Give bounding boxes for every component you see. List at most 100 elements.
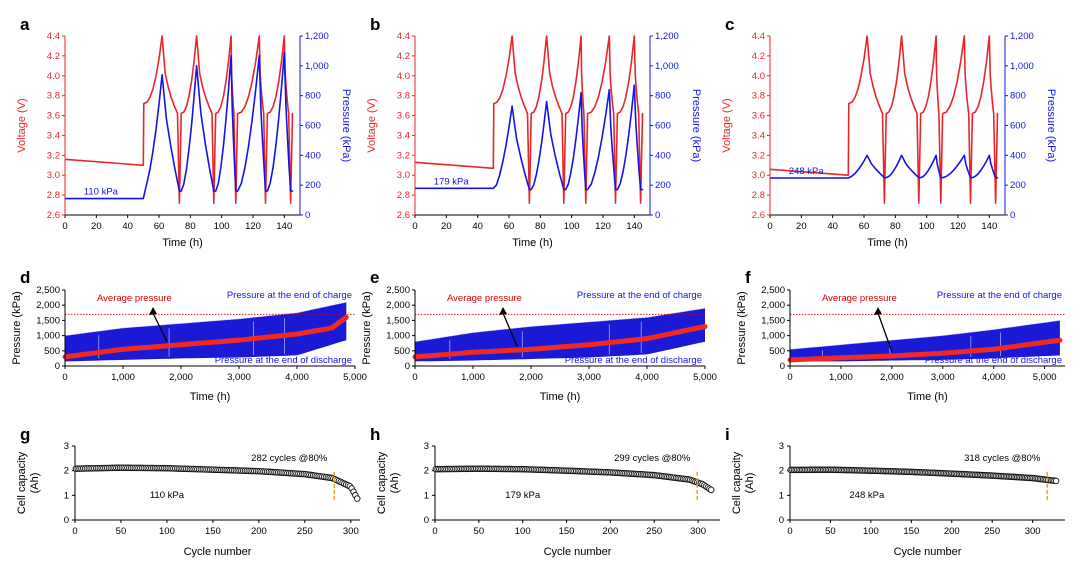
x-tick-label: 100	[863, 526, 879, 537]
y-tick-label: 3	[779, 441, 784, 452]
charge-pressure-label: Pressure at the end of charge	[227, 290, 352, 301]
y2-tick-label: 200	[1010, 180, 1026, 191]
y-tick-label: 1,500	[36, 315, 60, 326]
x-tick-label: 0	[412, 372, 417, 383]
voltage-series	[64, 35, 294, 204]
capacity-point	[353, 495, 361, 502]
x-tick-label: 250	[984, 526, 1000, 537]
annotation-arrow	[877, 312, 893, 353]
x-axis-label: Time (h)	[512, 237, 553, 249]
x-tick-label: 150	[903, 526, 919, 537]
x-tick-label: 2,000	[880, 372, 904, 383]
y-tick-label: 4.2	[47, 51, 60, 62]
x-tick-label: 100	[564, 221, 580, 232]
panel-g: g 0 50 100 150 200 250 300 0 1 2 3 Cycle number Cell …	[16, 425, 361, 558]
x-tick-label: 2,000	[169, 372, 193, 383]
x-tick-label: 120	[950, 221, 966, 232]
panel-letter: i	[725, 425, 730, 444]
y-tick-label: 2.8	[47, 190, 60, 201]
x-tick-label: 0	[787, 526, 792, 537]
y-tick-label: 4.4	[752, 31, 765, 42]
x-tick-label: 60	[154, 221, 165, 232]
x-axis-label: Cycle number	[544, 546, 612, 558]
panel-letter: c	[725, 15, 734, 34]
y2-axis-label: Pressure (kPa)	[690, 89, 702, 162]
x-tick-label: 80	[890, 221, 901, 232]
x-tick-label: 0	[767, 221, 772, 232]
voltage-series	[769, 35, 999, 204]
base-pressure-label: 179 kPa	[434, 176, 470, 187]
pressure-series	[65, 51, 294, 200]
x-tick-label: 100	[919, 221, 935, 232]
average-pressure-label: Average pressure	[447, 293, 522, 304]
x-tick-label: 1,000	[461, 372, 485, 383]
y-tick-label: 4.0	[47, 71, 60, 82]
y2-tick-label: 200	[655, 180, 671, 191]
panel-letter: d	[20, 268, 30, 287]
cycles-80-label: 318 cycles @80%	[964, 453, 1041, 464]
x-axis-label: Time (h)	[540, 391, 581, 403]
pressure-series	[415, 84, 644, 191]
y-tick-label: 3.4	[752, 130, 765, 141]
panel-d: d 0 1,000 2,000 3,000 4,000 5,000 0 500 1,000 1,50…	[11, 268, 367, 403]
y-tick-label: 3.8	[47, 91, 60, 102]
panel-e: e 0 1,000 2,000 3,000 4,000 5,000 0 500 1,000 1,50…	[361, 268, 717, 403]
x-axis-label: Cycle number	[184, 546, 252, 558]
pressure-series	[770, 154, 999, 179]
y-tick-label: 2	[64, 466, 69, 477]
discharge-pressure-label: Pressure at the end of discharge	[215, 355, 352, 366]
pressure-band	[415, 308, 705, 362]
panel-letter: g	[20, 425, 30, 444]
y-tick-label: 4.4	[397, 31, 410, 42]
y-tick-label: 3.2	[47, 150, 60, 161]
panel-letter: f	[745, 268, 751, 287]
panel-h: h 0 50 100 150 200 250 300 0 1 2 3 Cycle number Cell …	[370, 425, 720, 558]
panel-letter: a	[20, 15, 30, 34]
x-axis-label: Time (h)	[190, 391, 231, 403]
x-tick-label: 60	[859, 221, 870, 232]
y-tick-label: 0	[55, 361, 60, 372]
x-tick-label: 0	[62, 221, 67, 232]
x-tick-label: 3,000	[227, 372, 251, 383]
discharge-pressure-label: Pressure at the end of discharge	[565, 355, 702, 366]
y-tick-label: 2	[779, 466, 784, 477]
y-tick-label: 3.2	[397, 150, 410, 161]
x-tick-label: 120	[245, 221, 261, 232]
y-tick-label: 0	[405, 361, 410, 372]
x-tick-label: 50	[474, 526, 485, 537]
x-tick-label: 20	[91, 221, 102, 232]
y-tick-label: 2,500	[761, 285, 785, 296]
x-tick-label: 50	[825, 526, 836, 537]
y2-tick-label: 1,200	[305, 31, 329, 42]
pressure-label: 179 kPa	[505, 490, 541, 501]
y-tick-label: 3	[64, 441, 69, 452]
x-tick-label: 200	[251, 526, 267, 537]
x-tick-label: 40	[827, 221, 838, 232]
base-pressure-label: 248 kPa	[789, 166, 825, 177]
x-tick-label: 100	[159, 526, 175, 537]
y-tick-label: 1	[779, 490, 784, 501]
y-tick-label: 1,500	[386, 315, 410, 326]
panel-b: b 0 20 40 60 80 100 120 140 2.6 2.8 3.0 3.2 3.4 3.6 3.8…	[366, 15, 702, 249]
y2-tick-label: 1,000	[1010, 61, 1034, 72]
x-tick-label: 2,000	[519, 372, 543, 383]
y-tick-label: 2.6	[397, 210, 410, 221]
y-axis-label: Cell capacity(Ah)	[376, 451, 401, 514]
x-tick-label: 4,000	[982, 372, 1006, 383]
y-tick-label: 4.2	[752, 51, 765, 62]
panel-letter: h	[370, 425, 380, 444]
y2-tick-label: 800	[1010, 91, 1026, 102]
y-tick-label: 2.8	[752, 190, 765, 201]
y-tick-label: 1,500	[761, 315, 785, 326]
y-tick-label: 0	[64, 515, 69, 526]
x-tick-label: 0	[412, 221, 417, 232]
y-axis-label: Voltage (V)	[721, 98, 733, 152]
x-tick-label: 150	[559, 526, 575, 537]
x-tick-label: 200	[602, 526, 618, 537]
y2-tick-label: 800	[655, 91, 671, 102]
annotation-arrowhead	[499, 307, 507, 315]
y-tick-label: 0	[424, 515, 429, 526]
y-tick-label: 3.4	[397, 130, 410, 141]
x-tick-label: 3,000	[931, 372, 955, 383]
